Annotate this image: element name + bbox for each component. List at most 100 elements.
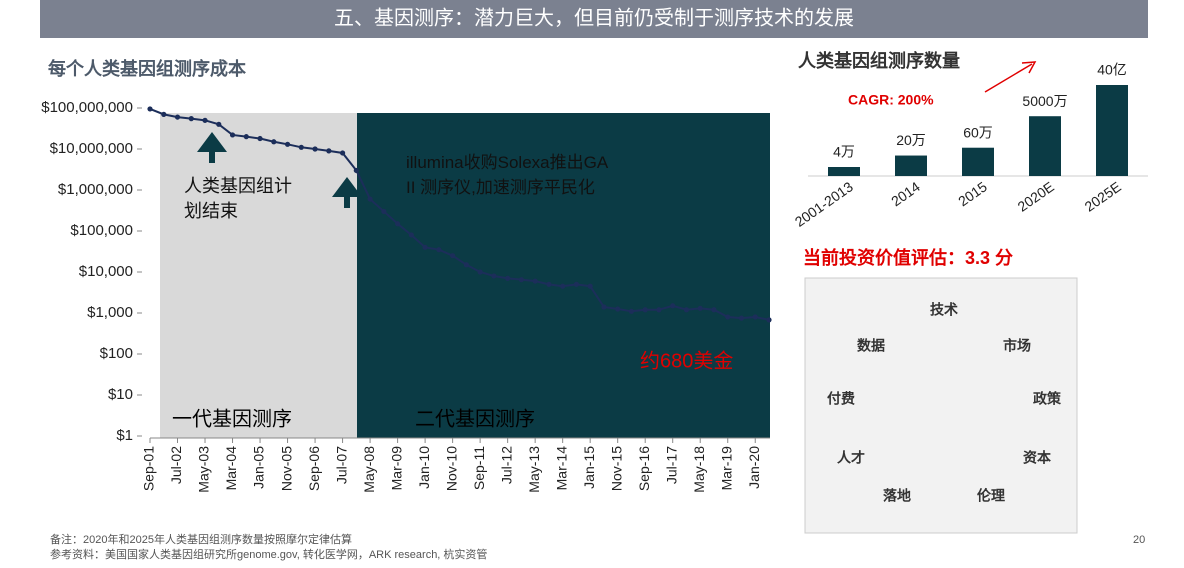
point <box>697 305 703 311</box>
point <box>312 146 318 152</box>
footnote: 参考资料：美国国家人类基因组研究所genome.gov, 转化医学网，ARK r… <box>50 547 487 561</box>
point <box>615 306 621 312</box>
x-tick-label: Sep-06 <box>306 446 322 491</box>
point <box>229 132 236 138</box>
point <box>298 144 304 150</box>
x-tick-label: Jan-15 <box>581 446 597 489</box>
assessment-box <box>804 277 1078 534</box>
point <box>642 307 648 313</box>
cost-chart: $1 $10 $100 $1,000 $10,000 $100,000 $1,000,000… <box>41 99 772 493</box>
value-label: 60万 <box>963 124 993 140</box>
arrow <box>984 61 1037 93</box>
point <box>601 304 607 310</box>
y-tick-label: $10,000 <box>79 263 133 280</box>
point <box>587 283 593 289</box>
x-tick-label: Jul-12 <box>498 446 514 484</box>
point <box>491 273 497 279</box>
point <box>738 315 745 321</box>
assessment-label: 资本 <box>1023 450 1052 466</box>
x-tick-label: Nov-15 <box>608 446 624 491</box>
chart-title: 人类基因组测序数量 <box>798 50 960 71</box>
header-bar <box>40 0 1148 38</box>
y-tick-label: $1,000 <box>87 304 133 321</box>
count-chart: 4万 2001-2013 20万 2014 60万 2015 5000万 2020E 40亿 20… <box>792 62 1148 230</box>
point <box>422 244 428 250</box>
x-tick-label: 2020E <box>1015 178 1057 214</box>
assessment-label: 付费 <box>827 391 855 407</box>
x-tick-label: May-08 <box>361 446 377 493</box>
point <box>271 139 277 145</box>
bar <box>828 167 860 176</box>
point <box>450 253 456 259</box>
point <box>257 135 263 142</box>
x-tick-label: Sep-01 <box>141 446 157 491</box>
annotation: 约680美金 <box>640 349 733 372</box>
point <box>670 303 676 309</box>
point <box>560 283 566 289</box>
x-tick-label: Mar-04 <box>223 446 239 491</box>
point <box>752 314 758 320</box>
point <box>546 281 552 287</box>
point <box>326 148 332 154</box>
x-tick-label: May-13 <box>526 446 542 493</box>
point <box>408 232 414 238</box>
x-tick-label: Sep-16 <box>636 446 652 491</box>
point <box>532 278 538 284</box>
assessment-label: 落地 <box>883 488 911 504</box>
point <box>656 307 662 313</box>
assessment-label: 技术 <box>930 302 958 318</box>
x-tick-label: Sep-11 <box>471 446 487 490</box>
x-tick-label: Nov-05 <box>278 446 294 491</box>
assessment-label: 政策 <box>1033 391 1062 407</box>
x-tick-label: 2015 <box>955 178 990 209</box>
point <box>463 262 469 268</box>
x-tick-label: Mar-19 <box>718 446 734 491</box>
point <box>518 277 525 283</box>
bar <box>962 147 994 176</box>
x-tick-label: Jul-02 <box>168 446 184 484</box>
y-tick-label: $1 <box>116 427 133 444</box>
x-tick-label: 2014 <box>888 178 923 209</box>
arrow <box>197 132 227 163</box>
point <box>353 167 359 174</box>
y-tick-label: $100,000,000 <box>41 99 133 116</box>
assessment-title: 当前投资价值评估：3.3 分 <box>803 247 1013 268</box>
point <box>161 111 167 117</box>
assessment-label: 数据 <box>857 338 885 354</box>
x-tick-label: Jul-17 <box>663 446 679 484</box>
bar <box>1096 85 1128 176</box>
annotation: 人类基因组计划结束 <box>184 176 292 221</box>
region-label: 一代基因测序 <box>172 407 292 430</box>
bar <box>1029 116 1061 176</box>
page-number: 20 <box>1133 534 1145 546</box>
cost-line <box>149 107 770 321</box>
point <box>147 106 153 112</box>
y-tick-label: $10,000,000 <box>50 140 133 157</box>
value-label: 20万 <box>896 132 926 148</box>
point <box>573 281 580 287</box>
x-tick-label: Mar-14 <box>553 446 569 491</box>
point <box>725 314 731 320</box>
x-tick-label: 2001-2013 <box>792 178 856 230</box>
value-label: 40亿 <box>1097 62 1127 78</box>
point <box>711 307 717 313</box>
point <box>216 121 222 127</box>
point <box>284 141 291 147</box>
y-tick-label: $10 <box>108 386 133 403</box>
x-tick-label: Jan-10 <box>416 446 432 489</box>
value-label: 5000万 <box>1022 93 1067 109</box>
bar <box>895 155 927 176</box>
x-tick-label: Jul-07 <box>333 446 349 484</box>
point <box>395 221 401 227</box>
point <box>436 247 442 253</box>
y-tick-label: $1,000,000 <box>58 181 133 198</box>
header-title: 五、基因测序：潜力巨大，但目前仍受制于测序技术的发展 <box>334 6 854 29</box>
point <box>174 114 181 120</box>
annotation-text: illumina收购Solexa推出GA II 测序仪,加速测序平民化 <box>406 153 608 197</box>
point <box>381 208 387 215</box>
arrow <box>332 177 362 208</box>
annotation: illumina收购Solexa推出GA II 测序仪,加速测序平民化 <box>406 153 608 197</box>
